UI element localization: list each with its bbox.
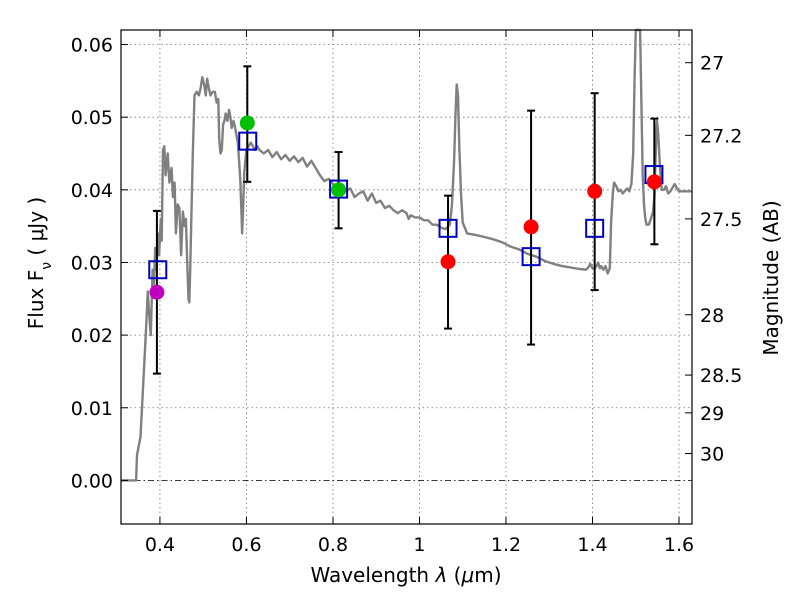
y-tick-label: 0.03 [71,252,113,274]
x-axis-title: Wavelength λ (μm) [310,563,501,587]
y-axis-title: Flux Fν ( μJy ) [24,197,55,329]
observed-point [239,115,255,131]
y-tick-label: 0.02 [71,325,113,347]
x-tick-label: 1.4 [577,534,607,556]
y-axis-title-main: Flux F [24,270,48,329]
y2-tick-label: 27 [700,53,724,75]
x-axis-title-part: ( [447,563,461,587]
x-axis-title-part: Wavelength [310,563,435,587]
x-tick-label: 1.2 [491,534,521,556]
y2-axis-title: Magnitude (AB) [759,200,783,355]
model-sed-line [121,28,692,482]
model-band-squares [148,131,664,280]
y2-tick-label: 28 [700,305,724,327]
y-axis-ticks: 0.00 0.01 0.02 0.03 0.04 0.05 0.06 [71,35,128,492]
x-tick-label: 1.6 [664,534,694,556]
y2-axis-ticks: 27 27.2 27.5 28 28.5 29 30 [685,53,742,466]
y2-tick-label: 28.5 [700,365,742,387]
observed-points [149,115,662,300]
y2-tick-label: 29 [700,403,724,425]
observed-point [149,284,165,300]
observed-point [587,183,603,199]
plot-frame [120,29,693,525]
model-square [329,179,349,199]
y-tick-label: 0.06 [71,35,113,57]
x-axis-title-part: λ [434,563,447,587]
x-tick-label: 0.6 [231,534,261,556]
y-tick-label: 0.00 [71,470,113,492]
x-axis-ticks: 0.4 0.6 0.8 1 1.2 1.4 1.6 [145,30,694,556]
model-square [438,218,458,238]
model-square [148,260,168,280]
observed-point [440,254,456,270]
y2-tick-label: 30 [700,444,724,466]
grid-lines [121,30,692,524]
y-axis-title-unit: ( μJy ) [24,197,48,262]
x-tick-label: 0.4 [145,534,175,556]
x-axis-title-part: m) [474,563,501,587]
observed-point [331,182,347,198]
observed-point [646,174,662,190]
y-tick-label: 0.01 [71,398,113,420]
model-square [521,247,541,267]
x-tick-label: 1 [413,534,425,556]
y-axis-title-sub: ν [39,262,55,270]
y-tick-label: 0.05 [71,107,113,129]
model-square [238,131,258,151]
y2-tick-label: 27.5 [700,209,742,231]
y-tick-label: 0.04 [71,180,113,202]
observed-point [523,219,539,235]
y2-tick-label: 27.2 [700,125,742,147]
model-square [585,218,605,238]
x-axis-title-part: μ [460,563,474,587]
x-tick-label: 0.8 [318,534,348,556]
